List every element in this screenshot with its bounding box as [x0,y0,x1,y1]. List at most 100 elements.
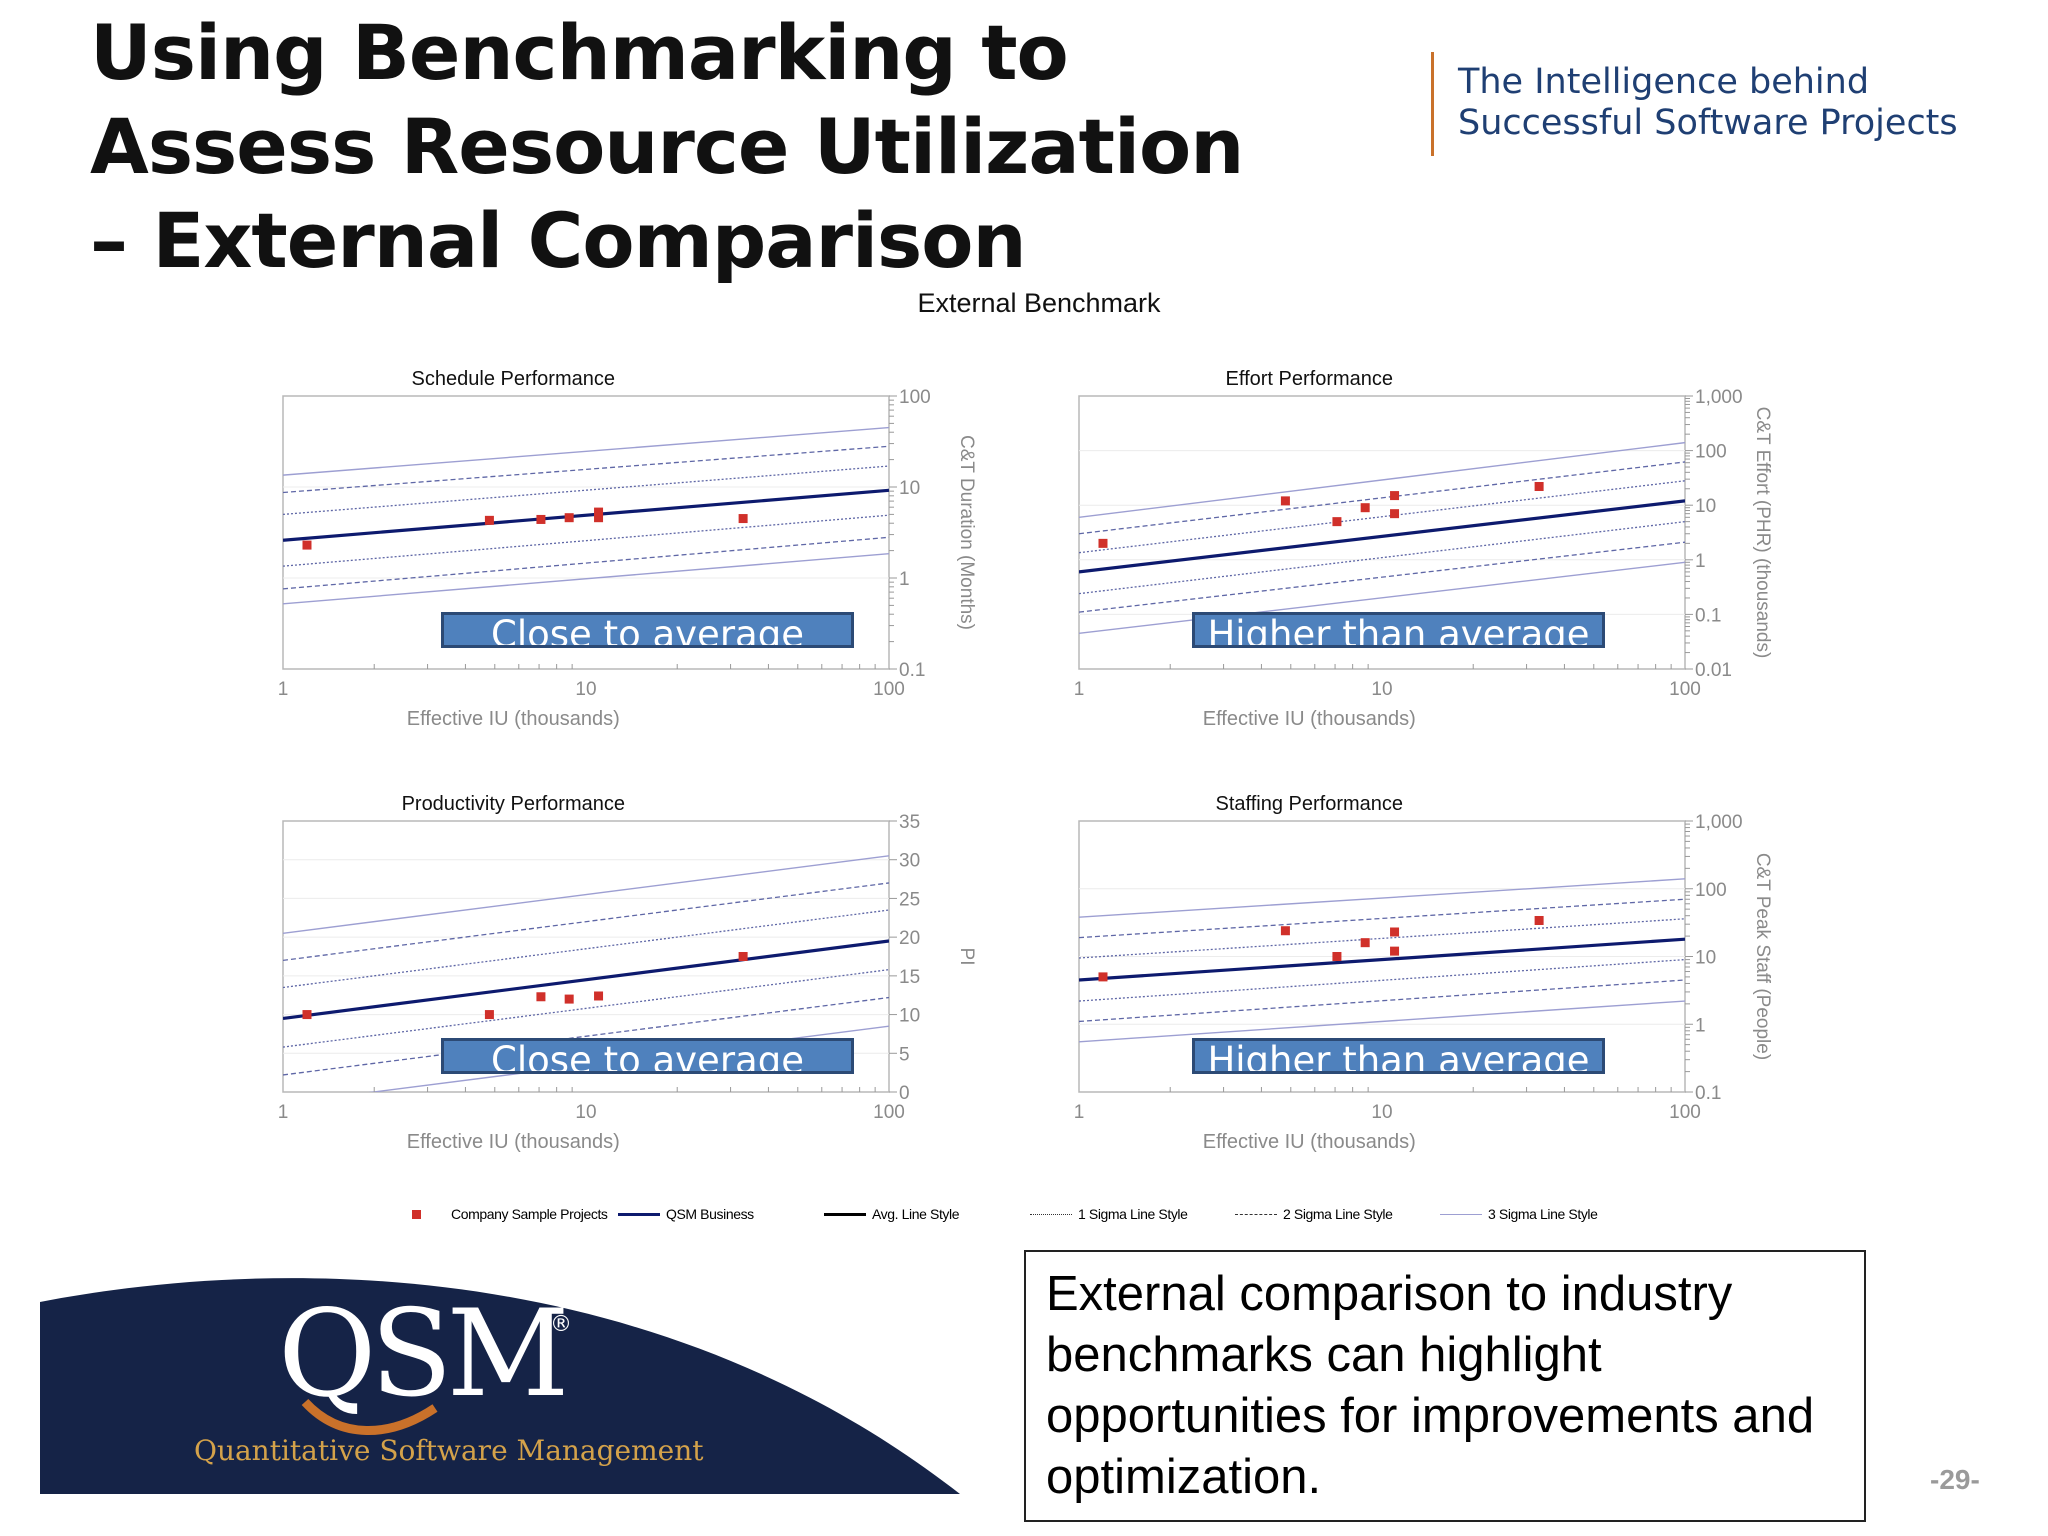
legend-company: Company Sample Projects [412,1206,608,1222]
legend-sigma1: 1 Sigma Line Style [1030,1206,1188,1222]
sigma2-line [283,882,889,962]
y-tick-label: 35 [899,812,920,833]
data-point [302,1010,312,1020]
sigma3-line [283,552,889,605]
y-tick-label: 10 [899,1006,920,1027]
data-point [1360,938,1370,948]
x-axis-label: Effective IU (thousands) [1203,1131,1416,1153]
sigma1-line [283,909,889,989]
data-point [564,513,574,523]
x-axis-label: Effective IU (thousands) [407,708,620,730]
data-point [1534,915,1544,925]
data-point [1360,503,1370,513]
average-trend-line [283,939,889,1021]
sigma2-line [283,996,889,1076]
y-axis-label: C&T Effort (PHR) (thousands) [1752,407,1773,659]
data-point [536,514,546,524]
data-point [1280,496,1290,506]
x-tick-label: 1 [278,679,289,700]
data-point [1332,517,1342,527]
y-tick-label: 1 [899,569,910,590]
qsm-subtitle: Quantitative Software Management [194,1434,704,1467]
y-tick-label: 15 [899,967,920,988]
line-swatch-icon [1440,1213,1482,1215]
average-trend-line [283,488,889,542]
tagline-line-2: Successful Software Projects [1458,103,1958,143]
trend-lines [283,855,889,1092]
staffing-callout: Higher than average [1192,1038,1605,1074]
data-point [1534,482,1544,492]
y-tick-label: 0.1 [1695,605,1721,626]
data-point [594,513,604,523]
y-tick-label: 0.01 [1695,660,1732,681]
chart-title: Schedule Performance [412,368,615,390]
data-point [1390,927,1400,937]
sigma1-line [283,969,889,1048]
x-tick-label: 100 [1669,1102,1701,1123]
sigma2-line [1079,461,1685,535]
y-tick-label: 1,000 [1695,387,1743,408]
legend-avg: Avg. Line Style [824,1206,960,1222]
y-axis-label: PI [956,948,977,966]
data-point [594,991,604,1001]
y-axis-label: C&T Duration (Months) [956,435,977,630]
data-point [536,992,546,1002]
legend-sigma2: 2 Sigma Line Style [1235,1206,1393,1222]
line-swatch-icon [618,1212,660,1216]
legend-qsm: QSM Business [618,1206,754,1222]
data-point [738,952,748,961]
line-swatch-icon [824,1212,866,1216]
legend-qsm-label: QSM Business [666,1206,754,1222]
y-axis-label: C&T Peak Staff (People) [1752,853,1773,1060]
sigma3-line [1079,441,1685,519]
data-point [1280,926,1290,936]
square-marker-icon [412,1209,421,1219]
x-tick-label: 10 [575,1102,596,1123]
legend-sigma3: 3 Sigma Line Style [1440,1206,1598,1222]
registered-mark: ® [550,1312,572,1337]
dashed-line-swatch-icon [1235,1213,1277,1215]
y-tick-label: 100 [1695,442,1727,463]
y-tick-label: 0.1 [1695,1083,1721,1104]
y-tick-label: 25 [899,889,920,910]
x-tick-label: 100 [1669,679,1701,700]
average-trend-line [1079,499,1685,574]
dotted-line-swatch-icon [1030,1213,1072,1215]
y-tick-label: 1,000 [1695,812,1743,833]
sigma1-line [283,465,889,516]
page-number: -29- [1930,1464,1980,1495]
sigma3-line [1079,1000,1685,1043]
sigma3-line [283,426,889,476]
sigma1-line [1079,520,1685,595]
y-tick-label: 100 [1695,880,1727,901]
data-point [1332,952,1342,961]
sigma2-line [1079,898,1685,939]
trend-lines [1079,441,1685,635]
logo-banner-shape [40,1278,960,1494]
x-axis-label: Effective IU (thousands) [1203,708,1416,730]
sigma3-line [1079,561,1685,635]
legend-sigma2-label: 2 Sigma Line Style [1283,1206,1393,1222]
data-point [1098,538,1108,548]
tagline-line-1: The Intelligence behind [1458,62,1870,102]
data-point [302,540,312,550]
data-point [484,515,494,525]
sigma2-line [1079,541,1685,613]
y-tick-label: 1 [1695,551,1706,572]
sigma1-line [1079,918,1685,959]
y-tick-label: 0 [899,1083,910,1104]
x-tick-label: 10 [1371,1102,1392,1123]
summary-note: External comparison to industry benchmar… [1024,1250,1866,1522]
chart-title: Staffing Performance [1216,793,1404,815]
data-point [1390,509,1400,519]
trend-lines [1079,878,1685,1043]
y-tick-label: 0.1 [899,660,925,681]
data-point [1098,972,1108,982]
y-tick-label: 10 [899,478,920,499]
y-tick-label: 30 [899,851,920,872]
data-point [564,994,574,1004]
sigma2-line [283,536,889,590]
slide-title: Using Benchmarking to Assess Resource Ut… [90,8,1244,285]
